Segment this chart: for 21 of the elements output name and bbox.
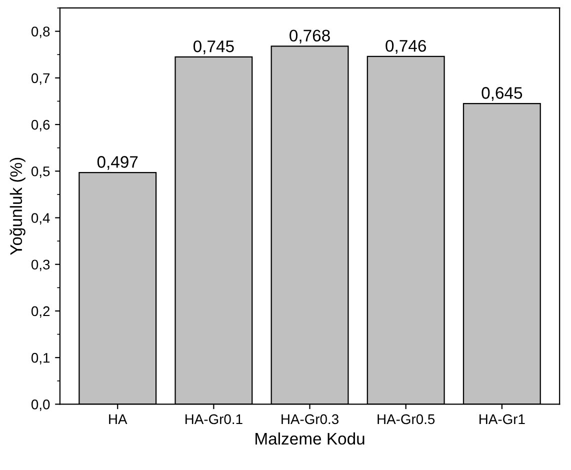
data-label: 0,497 [97, 156, 138, 170]
y-tick-label: 0,3 [31, 260, 50, 272]
x-tick-label: HA-Gr1 [480, 414, 525, 424]
x-tick-label: HA [109, 414, 128, 424]
y-tick-label: 0,6 [31, 120, 50, 132]
y-tick-label: 0,2 [31, 306, 50, 318]
data-label: 0,745 [193, 40, 234, 54]
data-label: 0,746 [386, 40, 426, 54]
y-tick-label: 0,0 [31, 400, 50, 412]
data-label: 0,645 [482, 87, 522, 101]
x-tick-label: HA-Gr0.3 [282, 414, 338, 424]
x-tick-label: HA-Gr0.1 [186, 414, 242, 424]
y-tick-label: 0,5 [31, 166, 50, 178]
y-axis-title: Yoğunluk (%) [10, 158, 26, 255]
y-tick-label: 0,1 [31, 352, 50, 364]
y-tick-label: 0,7 [31, 73, 50, 85]
data-label: 0,768 [290, 30, 330, 44]
x-tick-label: HA-Gr0.5 [378, 414, 435, 424]
x-axis-title: Malzeme Kodu [256, 432, 364, 445]
y-tick-label: 0,4 [31, 213, 50, 225]
y-tick-label: 0,8 [31, 26, 50, 38]
